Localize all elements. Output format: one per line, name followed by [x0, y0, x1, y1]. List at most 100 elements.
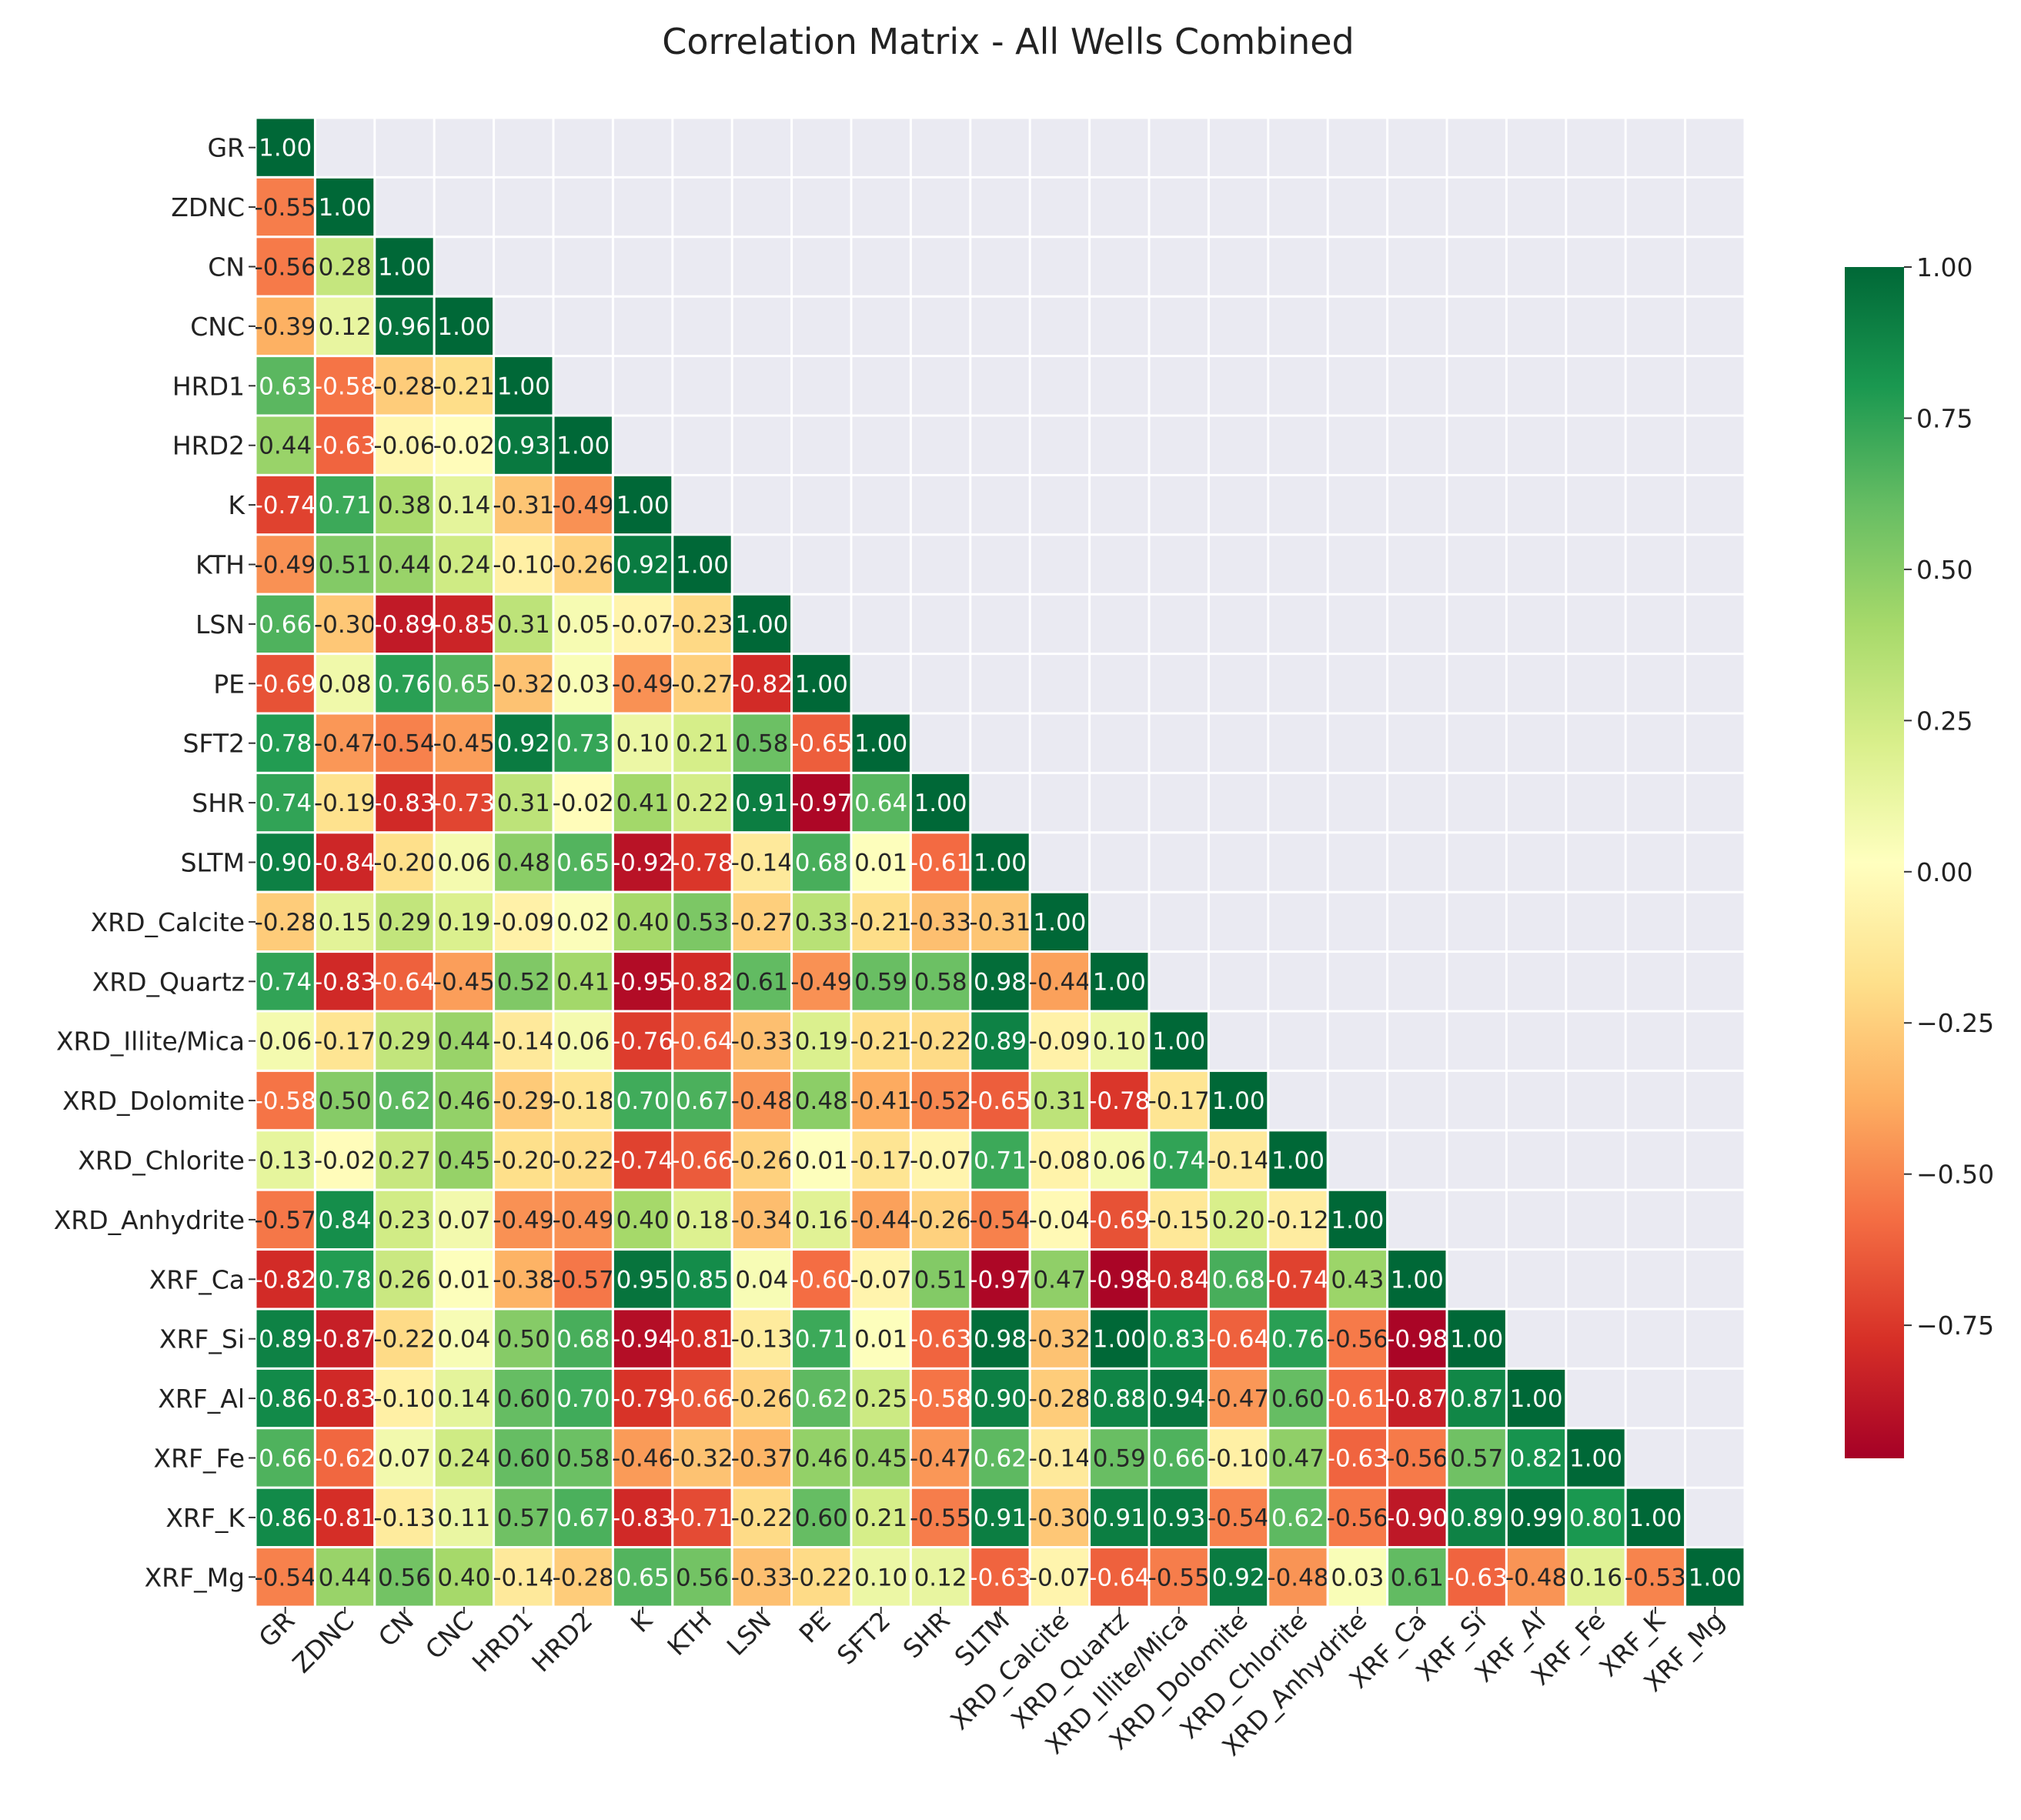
cell-value-label: -0.54	[255, 1564, 316, 1591]
heatmap-cell	[1028, 1486, 1091, 1549]
cell-value-label: 0.67	[676, 1087, 729, 1115]
cell-value-label: -0.48	[1505, 1564, 1567, 1591]
cell-value-label: 1.00	[1628, 1504, 1682, 1532]
heatmap-cell	[790, 950, 853, 1013]
row-label: XRF_Al	[158, 1384, 245, 1414]
heatmap-cell	[313, 1188, 376, 1251]
heatmap-cell	[611, 593, 674, 656]
heatmap-cell	[790, 1546, 853, 1608]
heatmap-cell	[493, 890, 555, 953]
heatmap-cell	[254, 235, 316, 298]
cell-value-label: 0.29	[378, 909, 431, 937]
heatmap-cell	[433, 295, 496, 358]
cell-value-label: -0.19	[314, 790, 376, 817]
cell-value-label: -0.55	[255, 194, 316, 222]
cell-value-label: 1.00	[1093, 968, 1146, 996]
cell-value-label: 0.83	[1152, 1326, 1205, 1354]
cell-value-label: 0.44	[259, 432, 312, 460]
cell-value-label: 1.00	[914, 790, 967, 817]
cell-value-label: -0.22	[910, 1028, 971, 1056]
cell-value-label: -0.64	[671, 1028, 733, 1056]
cell-value-label: 0.91	[1093, 1504, 1146, 1532]
cell-value-label: 0.98	[974, 968, 1027, 996]
column-label: LSN	[721, 1605, 777, 1661]
cell-value-label: 0.44	[319, 1564, 372, 1591]
cell-value-label: 0.65	[437, 670, 490, 698]
cell-value-label: 0.33	[795, 909, 848, 937]
heatmap-cell	[254, 1367, 316, 1430]
column-label: SFT2	[831, 1605, 897, 1671]
cell-value-label: 0.06	[259, 1028, 312, 1056]
cell-value-label: 0.10	[854, 1564, 907, 1591]
column-label: SHR	[897, 1605, 956, 1664]
cell-value-label: 0.28	[319, 254, 372, 282]
heatmap-cell	[969, 1248, 1031, 1311]
cell-value-label: -0.48	[731, 1087, 793, 1115]
cell-value-label: 0.94	[1152, 1385, 1205, 1413]
cell-value-label: -0.64	[373, 968, 435, 996]
heatmap-cell	[850, 1010, 912, 1072]
cell-value-label: -0.47	[1208, 1385, 1269, 1413]
cell-value-label: -0.32	[671, 1445, 733, 1473]
cell-value-label: 0.70	[556, 1385, 610, 1413]
heatmap-cell	[493, 1129, 555, 1191]
cell-value-label: -0.13	[731, 1326, 793, 1354]
heatmap-cell	[493, 1486, 555, 1549]
heatmap-cell	[1147, 1248, 1210, 1311]
row-label: K	[228, 490, 246, 520]
heatmap-cell	[313, 1427, 376, 1489]
cell-value-label: 0.61	[1391, 1564, 1444, 1591]
heatmap-cell	[671, 653, 733, 715]
cell-value-label: -0.09	[1029, 1028, 1091, 1056]
row-label: ZDNC	[171, 192, 245, 222]
cell-value-label: 0.62	[378, 1087, 431, 1115]
row-label: XRF_Ca	[149, 1264, 245, 1294]
heatmap-cell	[730, 771, 793, 834]
row-label: XRF_K	[165, 1503, 246, 1533]
heatmap-cell	[313, 771, 376, 834]
cell-value-label: 0.12	[319, 313, 372, 341]
heatmap-cell	[790, 1367, 853, 1430]
heatmap-cell	[373, 1069, 436, 1132]
heatmap-cell	[671, 1427, 733, 1489]
heatmap-cell	[790, 1486, 853, 1549]
cell-value-label: -0.54	[969, 1207, 1031, 1234]
cell-value-label: 0.31	[497, 611, 550, 639]
cell-value-label: 0.44	[378, 552, 431, 579]
cell-value-label: 0.74	[259, 790, 312, 817]
cell-value-label: -0.10	[373, 1385, 435, 1413]
cell-value-label: 1.00	[1569, 1445, 1622, 1473]
cell-value-label: -0.52	[910, 1087, 971, 1115]
cell-value-label: 1.00	[974, 850, 1027, 877]
cell-value-label: 0.92	[616, 552, 670, 579]
cell-value-label: 0.90	[974, 1385, 1027, 1413]
cell-value-label: -0.28	[255, 909, 316, 937]
cell-value-label: -0.84	[1148, 1266, 1210, 1294]
cell-value-label: -0.83	[373, 790, 435, 817]
cell-value-label: 0.59	[854, 968, 907, 996]
cell-value-label: 1.00	[378, 254, 431, 282]
column-label: CN	[372, 1605, 419, 1652]
cell-value-label: 0.19	[795, 1028, 848, 1056]
cell-value-label: -0.47	[910, 1445, 971, 1473]
heatmap-cell	[611, 1248, 674, 1311]
cell-value-label: -0.83	[612, 1504, 673, 1532]
cell-value-label: -0.81	[671, 1326, 733, 1354]
heatmap-cell	[313, 414, 376, 476]
heatmap-cell	[1207, 1486, 1270, 1549]
cell-value-label: -0.32	[1029, 1326, 1091, 1354]
cell-value-label: 0.87	[1450, 1385, 1503, 1413]
cell-value-label: 0.01	[854, 850, 907, 877]
cell-value-label: -0.78	[1088, 1087, 1150, 1115]
cell-value-label: 0.15	[319, 909, 372, 937]
cell-value-label: 0.59	[1093, 1445, 1146, 1473]
cell-value-label: 1.00	[795, 670, 848, 698]
cell-value-label: -0.55	[1148, 1564, 1210, 1591]
cell-value-label: 0.60	[795, 1504, 848, 1532]
cell-value-label: 0.07	[437, 1207, 490, 1234]
heatmap-cell	[552, 1427, 614, 1489]
cell-value-label: -0.08	[1029, 1147, 1091, 1175]
heatmap-cell	[790, 1427, 853, 1489]
heatmap-cell	[1147, 1188, 1210, 1251]
cell-value-label: 0.74	[259, 968, 312, 996]
